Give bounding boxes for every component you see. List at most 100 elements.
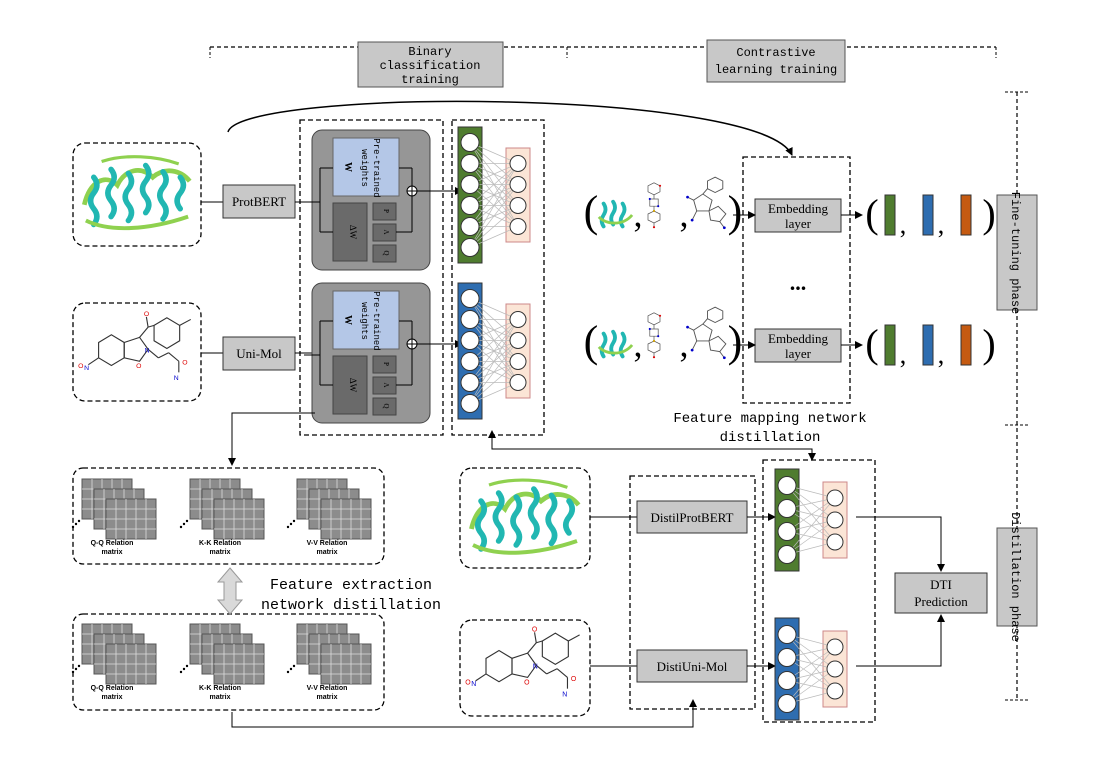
close-paren: ) bbox=[982, 191, 995, 236]
pretrained-weights-block bbox=[332, 137, 400, 197]
molecule-input bbox=[72, 302, 202, 402]
close-paren: ) bbox=[728, 317, 743, 366]
neuron bbox=[509, 155, 527, 172]
neuron bbox=[509, 218, 527, 235]
p-block bbox=[372, 355, 397, 374]
stack-dot bbox=[185, 664, 189, 668]
mini-protein-image bbox=[596, 199, 634, 229]
embedding-vector bbox=[884, 324, 896, 366]
neuron bbox=[826, 660, 844, 678]
distillation-phase-label: Distillation phase bbox=[1008, 512, 1022, 642]
p-block-label: P bbox=[382, 209, 390, 213]
neuron bbox=[826, 638, 844, 656]
comma: , bbox=[634, 324, 643, 364]
neuron bbox=[777, 625, 797, 644]
vv-relation-label-line-1: V-V Relation bbox=[307, 540, 348, 547]
neuron bbox=[460, 331, 480, 350]
distiunimol-label: DistiUni-Mol bbox=[657, 659, 728, 674]
protbert-box: ProtBERT bbox=[222, 184, 296, 219]
distilprotbert-box: DistilProtBERT bbox=[636, 500, 748, 534]
student-encoder-frame bbox=[629, 475, 756, 710]
teacher-relation-matrices: Q-Q Relation matrix K-K Relation matrix V-V … bbox=[71, 478, 372, 556]
lambda-block-label: Λ bbox=[382, 229, 390, 234]
neuron bbox=[509, 353, 527, 370]
stack-dot bbox=[77, 664, 81, 668]
pretrained-label-line-1: Pre-trained bbox=[371, 138, 381, 197]
stack-dot bbox=[292, 664, 296, 668]
embedding-vector bbox=[922, 194, 934, 236]
binary-training-box: Binary classification training bbox=[357, 41, 504, 88]
stack-dot bbox=[179, 670, 183, 674]
contrastive-training-line-2: learning training bbox=[715, 63, 837, 77]
binary-training-line-2: classification bbox=[380, 59, 481, 73]
embedding-layer-1: Embedding layer bbox=[754, 198, 842, 233]
dti-prediction-line-2: Prediction bbox=[914, 594, 968, 609]
mini-molecule-image bbox=[686, 176, 727, 230]
close-paren: ) bbox=[728, 187, 743, 236]
stack-dot bbox=[74, 667, 78, 671]
q-block-label: Q bbox=[382, 403, 390, 408]
neuron bbox=[777, 671, 797, 690]
comma: , bbox=[900, 210, 907, 239]
delta-w-label: ΔW bbox=[348, 378, 358, 393]
neuron bbox=[460, 352, 480, 371]
p-block bbox=[372, 202, 397, 221]
stack-dot bbox=[71, 670, 75, 674]
neuron bbox=[460, 175, 480, 194]
student-protein-input bbox=[459, 467, 591, 569]
embedding-layer-2: Embedding layer bbox=[754, 328, 842, 363]
w-label: W bbox=[342, 315, 353, 325]
pretrained-label-line-2: weights bbox=[359, 302, 369, 340]
vv-relation-label-line-2: matrix bbox=[316, 694, 337, 701]
unimol-box: Uni-Mol bbox=[222, 336, 296, 371]
open-paren: ( bbox=[584, 317, 599, 366]
distillation-phase-box: Distillation phase bbox=[996, 512, 1038, 642]
q-block-label: Q bbox=[382, 250, 390, 255]
neuron bbox=[777, 648, 797, 667]
neuron bbox=[777, 476, 797, 495]
feature-extraction-line-2: network distillation bbox=[261, 597, 441, 614]
feature-extraction-line-1: Feature extraction bbox=[270, 577, 432, 594]
contrastive-input-row-1: (,,) bbox=[584, 176, 743, 236]
vv-relation-label-line-2: matrix bbox=[316, 549, 337, 556]
embedding-vector bbox=[960, 324, 972, 366]
open-paren: ( bbox=[865, 191, 878, 236]
neuron bbox=[460, 133, 480, 152]
neuron bbox=[460, 154, 480, 173]
neuron bbox=[826, 511, 844, 529]
p-block-label: P bbox=[382, 362, 390, 366]
embedding-layer-2-line-1: Embedding bbox=[768, 331, 828, 346]
protein-to-prediction-arrow bbox=[856, 516, 945, 572]
open-paren: ( bbox=[584, 187, 599, 236]
mini-protein-image bbox=[596, 329, 634, 359]
comma: , bbox=[680, 194, 689, 234]
mini-molecule-image bbox=[686, 306, 727, 360]
kk-relation-label-line-1: K-K Relation bbox=[199, 540, 241, 547]
lora-module-frame bbox=[299, 119, 444, 436]
arrow-to-relation-matrices bbox=[228, 412, 315, 466]
stack-dot bbox=[71, 525, 75, 529]
qq-relation-label-line-1: Q-Q Relation bbox=[91, 685, 134, 692]
comma: , bbox=[680, 324, 689, 364]
protbert-label: ProtBERT bbox=[232, 194, 286, 209]
neuron bbox=[509, 311, 527, 328]
embedding-output-row-2: (,,) bbox=[865, 321, 995, 369]
molecule-to-prediction-arrow bbox=[856, 614, 945, 667]
w-label: W bbox=[342, 162, 353, 172]
neuron bbox=[460, 196, 480, 215]
delta-w-block bbox=[332, 202, 368, 262]
stack-dot bbox=[185, 519, 189, 523]
kk-relation-label-line-1: K-K Relation bbox=[199, 685, 241, 692]
kk-relation-label-line-2: matrix bbox=[209, 694, 230, 701]
neuron bbox=[826, 489, 844, 507]
binary-training-line-3: training bbox=[401, 73, 459, 87]
dti-prediction-box: DTI Prediction bbox=[894, 572, 988, 614]
feature-mapping-line-1: Feature mapping network bbox=[673, 411, 866, 427]
embedding-ellipsis: ... bbox=[790, 270, 807, 295]
nn-molecule-head bbox=[457, 282, 531, 420]
neuron bbox=[460, 217, 480, 236]
neuron bbox=[777, 694, 797, 713]
